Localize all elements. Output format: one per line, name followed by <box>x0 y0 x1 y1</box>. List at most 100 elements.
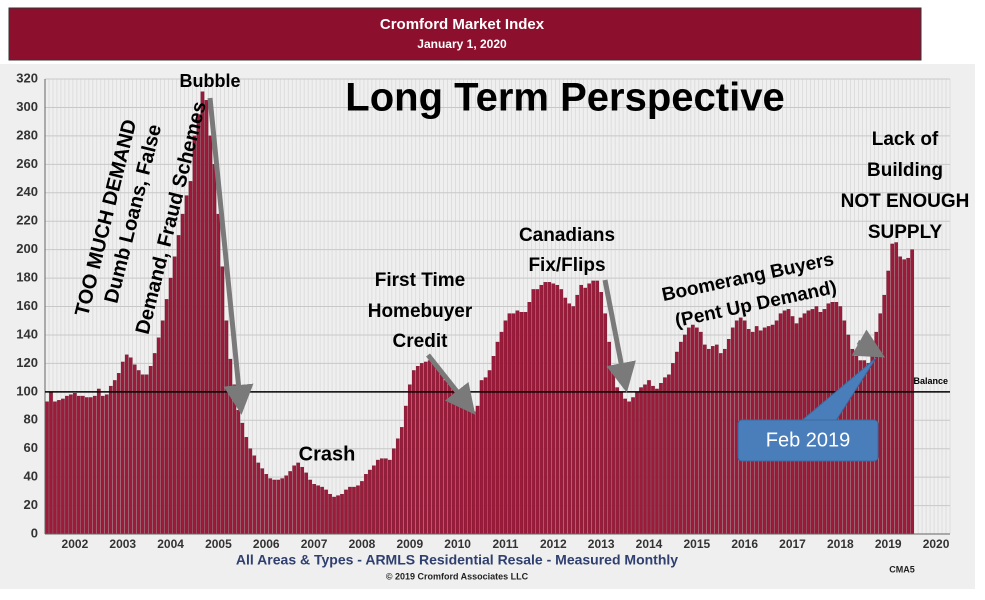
reference-label: Balance <box>913 376 948 386</box>
bar <box>188 181 193 535</box>
code: CMA5 <box>889 564 915 574</box>
bar <box>519 311 524 535</box>
bar <box>77 395 81 535</box>
bar <box>886 270 890 535</box>
bar <box>85 397 89 535</box>
bar <box>615 387 619 535</box>
x-tick-label: 2003 <box>109 537 136 551</box>
bar <box>324 489 328 535</box>
bar <box>703 344 707 535</box>
bar <box>483 377 488 535</box>
bar <box>691 324 695 535</box>
bar <box>344 489 348 535</box>
bar <box>320 486 324 535</box>
bar <box>260 468 265 535</box>
x-tick-label: 2018 <box>827 537 854 551</box>
arrow <box>602 279 636 393</box>
annotation: Canadians <box>519 225 615 246</box>
bar <box>459 398 464 535</box>
y-tick-label: 0 <box>31 525 38 540</box>
y-tick-label: 280 <box>16 127 38 142</box>
arrows <box>207 97 886 415</box>
bar <box>639 387 643 535</box>
bar <box>268 478 273 535</box>
y-tick-label: 200 <box>16 241 38 256</box>
bar <box>507 313 512 535</box>
bar <box>487 370 492 535</box>
bar <box>220 266 225 535</box>
bar <box>396 438 400 535</box>
y-tick-label: 300 <box>16 99 38 114</box>
annotation: Lack of <box>872 129 939 150</box>
bar <box>575 294 580 535</box>
y-tick-label: 120 <box>16 355 38 370</box>
bar <box>495 341 500 535</box>
header-bar <box>8 7 922 61</box>
bar <box>651 385 655 535</box>
bar <box>730 327 735 535</box>
bar <box>902 259 906 535</box>
bar <box>208 135 213 535</box>
bar <box>61 398 65 535</box>
bar <box>567 303 572 535</box>
bar <box>280 478 285 535</box>
callout-text: Feb 2019 <box>766 429 851 451</box>
chart-subtitle: January 1, 2020 <box>417 37 507 51</box>
y-tick-label: 260 <box>16 156 38 171</box>
bar <box>447 384 452 535</box>
y-tick-label: 240 <box>16 184 38 199</box>
bar <box>667 374 671 535</box>
arrow <box>207 97 254 415</box>
bar <box>252 455 257 535</box>
bar <box>256 462 261 535</box>
x-tick-label: 2004 <box>157 537 184 551</box>
bar <box>69 394 73 535</box>
bar <box>451 387 456 535</box>
x-tick-label: 2005 <box>205 537 232 551</box>
bar <box>623 398 627 535</box>
bar <box>527 302 532 535</box>
bar <box>284 475 288 535</box>
bar <box>120 361 125 535</box>
bar <box>539 284 544 535</box>
bar <box>304 472 308 535</box>
bar <box>316 485 320 535</box>
bar <box>571 306 576 535</box>
bar <box>264 474 269 535</box>
y-tick-label: 40 <box>24 469 38 484</box>
bar <box>523 311 528 535</box>
bar <box>607 341 611 535</box>
grid <box>44 78 951 535</box>
bar <box>587 283 591 535</box>
bar <box>699 331 703 535</box>
annotation: Crash <box>299 443 356 465</box>
bar <box>583 287 588 535</box>
bar <box>707 348 711 535</box>
x-tick-label: 2006 <box>253 537 280 551</box>
bar <box>435 367 440 535</box>
bar <box>244 437 249 535</box>
bar <box>439 374 444 535</box>
bar <box>631 397 635 535</box>
bar <box>212 164 217 535</box>
bar <box>579 284 584 535</box>
bar <box>890 243 894 535</box>
bar <box>599 292 603 535</box>
bar <box>431 363 436 535</box>
bar <box>400 427 404 535</box>
bar <box>176 235 181 535</box>
copyright: © 2019 Cromford Associates LLC <box>386 571 529 581</box>
bar <box>340 493 344 535</box>
bar <box>467 408 472 535</box>
bar <box>116 373 121 535</box>
bar <box>368 469 372 535</box>
x-tick-label: 2020 <box>923 537 950 551</box>
y-tick-label: 100 <box>16 383 38 398</box>
bar <box>675 351 679 535</box>
bar <box>894 242 898 535</box>
bar <box>272 479 277 535</box>
bar <box>180 213 185 535</box>
bar <box>531 289 536 535</box>
bar <box>240 422 245 535</box>
